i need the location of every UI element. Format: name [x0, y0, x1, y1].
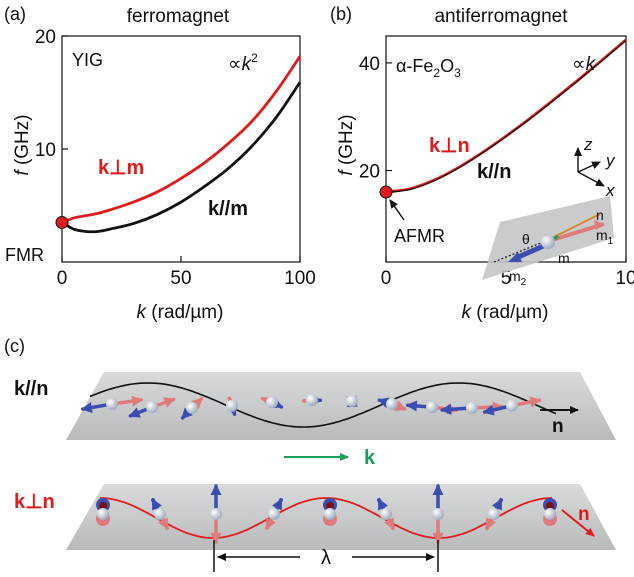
spin-arrow-head-dot — [546, 502, 554, 510]
inset-axis-y-label: y — [605, 151, 616, 170]
spin-ball — [306, 394, 318, 407]
y-tick-label: 10 — [35, 140, 56, 161]
panel-a-fmr-label: FMR — [5, 245, 44, 265]
spin-ball — [432, 508, 444, 520]
spin-arrow-head-dot — [99, 502, 107, 510]
panel-b-label-par: k//n — [477, 161, 511, 183]
panel-b-inset: z y x n m1 m m2 θ — [482, 135, 616, 288]
panel-a-title: ferromagnet — [127, 6, 230, 27]
y-tick-label: 20 — [359, 162, 380, 183]
x-tick-label: 5 — [501, 268, 512, 289]
spin-ball — [488, 508, 500, 520]
row2-label: k⊥n — [14, 491, 55, 513]
spin-ball — [210, 508, 222, 520]
x-tick-label: 0 — [381, 268, 392, 289]
resonance-marker — [379, 185, 393, 199]
spin-ball — [97, 508, 109, 520]
inset-m1-arrowhead — [594, 220, 604, 230]
spin-ball — [186, 401, 198, 414]
y-tick-label: 20 — [35, 27, 56, 48]
panel-a-xlabel: k (rad/µm) — [137, 302, 224, 323]
k-label: k — [364, 447, 376, 469]
panel-b-material: α-Fe2O3 — [396, 56, 461, 80]
row2-wave — [99, 497, 553, 539]
panel-c-tag: (c) — [4, 336, 25, 356]
panel-b-ylabel: f (GHz) — [336, 114, 357, 175]
spin-ball — [506, 399, 518, 412]
spin-ball — [466, 401, 478, 414]
inset-axis-x — [577, 171, 605, 187]
panel-b-label-perp: k⊥n — [429, 135, 470, 157]
spin-arrow-head-dot — [326, 502, 334, 510]
inset-m2-label: m2 — [509, 268, 527, 288]
panel-a-scaling: ∝k2 — [228, 51, 258, 75]
panel-b-afmr-label: AFMR — [394, 226, 445, 246]
panel-b-title: antiferromagnet — [434, 6, 568, 27]
row1-wave — [89, 382, 557, 428]
x-tick-label: 0 — [57, 268, 68, 289]
panel-a-ylabel: f (GHz) — [12, 114, 33, 175]
panel-b-ticks: 0 5 10 20 40 — [359, 54, 634, 289]
spin-ball — [386, 398, 398, 411]
row2-plane — [66, 484, 616, 550]
row1-plane — [66, 372, 616, 440]
spin-ball — [226, 399, 238, 412]
panel-a-tag: (a) — [4, 4, 26, 24]
inset-m-label: m — [558, 250, 570, 266]
spin-ball — [346, 394, 358, 407]
panel-a: (a) ferromagnet 0 50 100 10 20 YIG ∝k2 k⊥m k… — [4, 4, 316, 323]
row2-n-arrow — [561, 509, 595, 537]
x-tick-label: 100 — [284, 268, 316, 289]
spin-ball — [380, 508, 392, 520]
inset-axis-z-label: z — [583, 135, 593, 154]
panel-b-afmr-pointer — [389, 199, 405, 221]
spin-ball — [324, 508, 336, 520]
resonance-marker — [55, 215, 69, 229]
y-tick-label: 40 — [359, 54, 380, 75]
series-line-par — [385, 39, 627, 194]
inset-m1-vector — [551, 222, 605, 242]
spin-ball — [544, 508, 556, 520]
panel-a-label-par: k//m — [208, 198, 248, 220]
panel-b-curves — [379, 38, 627, 199]
spin-ball — [426, 401, 438, 414]
spin-ball — [268, 508, 280, 520]
spin-ball — [106, 398, 118, 410]
inset-n-label: n — [596, 207, 604, 223]
inset-m1-label: m1 — [596, 227, 614, 247]
inset-axis-x-label: x — [605, 181, 615, 200]
panel-b: (b) antiferromagnet 0 5 10 20 40 z y x n m1 … — [330, 4, 634, 323]
inset-axis-y — [577, 161, 601, 173]
inset-m2-arrowhead — [508, 252, 522, 262]
lambda-label: λ — [321, 547, 331, 569]
series-line-perp — [61, 55, 302, 224]
row1-label: k//n — [14, 378, 48, 400]
spin-ball — [154, 508, 166, 520]
x-tick-label: 10 — [615, 268, 634, 289]
row2-n-label: n — [578, 504, 590, 525]
panel-a-ticks: 0 50 100 10 20 — [35, 27, 316, 289]
panel-b-scaling: ∝k — [572, 54, 597, 75]
x-tick-label: 50 — [170, 268, 191, 289]
panel-b-xlabel: k (rad/µm) — [462, 302, 549, 323]
panel-c: (c) k//n n k k⊥n n λ — [4, 336, 616, 572]
series-line-par — [61, 81, 302, 234]
row2-spins — [96, 484, 557, 544]
inset-dotted-line — [493, 239, 549, 263]
inset-theta-label: θ — [522, 231, 530, 247]
spin-ball — [146, 401, 158, 414]
spin-ball — [266, 396, 278, 409]
row1-n-label: n — [552, 416, 564, 437]
row1-spins — [80, 394, 542, 420]
panel-a-label-perp: k⊥m — [98, 157, 144, 179]
inset-spin-ball — [541, 235, 555, 249]
panel-a-curves — [55, 55, 302, 234]
panel-b-tag: (b) — [330, 4, 352, 24]
panel-a-material: YIG — [72, 50, 103, 70]
